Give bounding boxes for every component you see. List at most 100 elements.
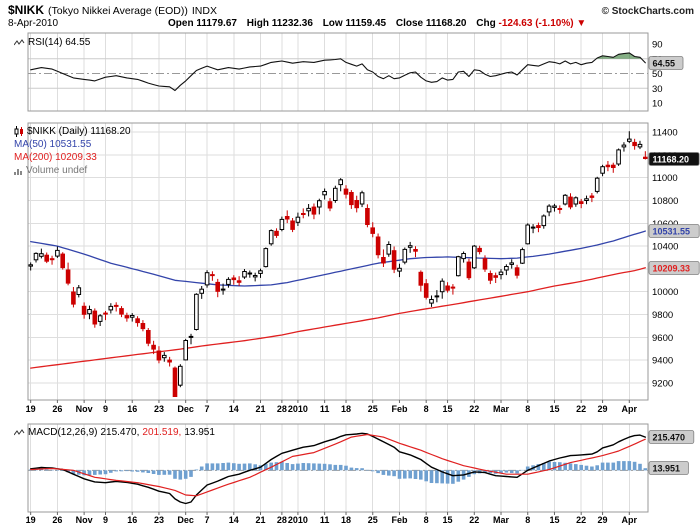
svg-text:9: 9: [103, 404, 108, 414]
svg-text:14: 14: [229, 404, 239, 414]
macd-line-value: 215.470,: [100, 427, 140, 438]
axis-labels: 1140011200110001080010600104001020010000…: [26, 40, 679, 526]
macd-legend: MACD(12,26,9) 215.470, 201.519, 13.951: [14, 426, 215, 439]
svg-text:18: 18: [341, 515, 351, 525]
svg-text:Apr: Apr: [622, 515, 638, 525]
svg-text:8: 8: [424, 404, 429, 414]
svg-text:15: 15: [443, 515, 453, 525]
candles: [28, 131, 648, 398]
close-label: Close: [395, 18, 424, 29]
svg-text:23: 23: [154, 515, 164, 525]
svg-text:Mar: Mar: [493, 515, 510, 525]
svg-text:21: 21: [255, 515, 265, 525]
svg-text:9400: 9400: [652, 356, 673, 367]
open-label: Open: [168, 18, 194, 29]
macd-icon: [14, 429, 25, 436]
svg-text:Nov: Nov: [76, 515, 93, 525]
svg-text:Dec: Dec: [177, 515, 194, 525]
svg-text:7: 7: [205, 515, 210, 525]
stockcharts-credit: © StockCharts.com: [601, 6, 694, 17]
svg-text:30: 30: [652, 84, 663, 95]
svg-text:10000: 10000: [652, 287, 678, 298]
svg-text:Feb: Feb: [391, 515, 408, 525]
low-value: 11159.45: [345, 18, 387, 29]
quote-change: Chg -124.63 (-1.10%) ▼: [476, 18, 586, 29]
ma200-row: MA(200) 10209.33: [14, 151, 131, 164]
volume-row: Volume undef: [14, 164, 131, 177]
svg-text:11400: 11400: [652, 128, 678, 139]
svg-text:22: 22: [576, 404, 586, 414]
svg-text:15: 15: [549, 404, 559, 414]
candlestick-icon: [14, 126, 23, 137]
open-value: 11179.67: [196, 18, 237, 29]
volume-label: Volume undef: [26, 165, 88, 176]
macd-name: MACD(12,26,9): [28, 427, 98, 438]
rsi-label-text: RSI(14) 64.55: [28, 37, 91, 48]
svg-text:21: 21: [255, 404, 265, 414]
price-legend: $NIKK (Daily) 11168.20 MA(50) 10531.55 M…: [14, 125, 131, 177]
svg-text:2010: 2010: [288, 515, 308, 525]
svg-text:8: 8: [525, 404, 530, 414]
svg-text:26: 26: [52, 515, 62, 525]
quote-open: Open 11179.67: [168, 18, 237, 29]
svg-text:22: 22: [469, 404, 479, 414]
svg-text:10: 10: [652, 99, 663, 110]
low-label: Low: [322, 18, 343, 29]
svg-text:11: 11: [320, 404, 330, 414]
macd-signal-value: 201.519,: [142, 427, 182, 438]
price-series-label: $NIKK (Daily) 11168.20: [27, 126, 131, 137]
price-series-row: $NIKK (Daily) 11168.20: [14, 125, 131, 138]
svg-text:8: 8: [525, 515, 530, 525]
svg-text:22: 22: [576, 515, 586, 525]
svg-text:9600: 9600: [652, 333, 673, 344]
ma50-row: MA(50) 10531.55: [14, 138, 131, 151]
svg-text:Mar: Mar: [493, 404, 510, 414]
svg-text:15: 15: [549, 515, 559, 525]
svg-text:16: 16: [127, 515, 137, 525]
quote-high: High 11232.36: [247, 18, 313, 29]
svg-text:10800: 10800: [652, 196, 678, 207]
svg-text:11168.20: 11168.20: [653, 155, 690, 165]
gridlines: [28, 33, 648, 512]
quote-close: Close 11168.20: [396, 18, 467, 29]
panel-borders: [27, 32, 649, 513]
svg-text:8: 8: [424, 515, 429, 525]
high-label: High: [246, 18, 269, 29]
svg-text:16: 16: [127, 404, 137, 414]
svg-text:25: 25: [368, 515, 378, 525]
rsi-panel: [28, 52, 648, 92]
quote-low: Low 11159.45: [323, 18, 386, 29]
high-value: 11232.36: [271, 18, 313, 29]
svg-text:28: 28: [277, 404, 287, 414]
svg-text:15: 15: [443, 404, 453, 414]
svg-text:23: 23: [154, 404, 164, 414]
close-value: 11168.20: [425, 18, 467, 29]
svg-text:19: 19: [26, 404, 36, 414]
value-badges: 64.55 10531.55 10209.33 11168.20 215.470 13.9…: [648, 56, 700, 475]
volume-icon: [14, 168, 22, 175]
svg-text:2010: 2010: [288, 404, 308, 414]
chart-header: $NIKK (Tokyo Nikkei Average (EOD)) INDX …: [8, 3, 694, 17]
down-triangle-icon: ▼: [576, 18, 587, 29]
macd-lines: [30, 432, 646, 505]
ticker-exchange: INDX: [191, 5, 217, 17]
chg-value: -124.63 (-1.10%): [498, 18, 574, 29]
svg-text:25: 25: [368, 404, 378, 414]
svg-text:Feb: Feb: [391, 404, 408, 414]
svg-text:9800: 9800: [652, 310, 673, 321]
ticker-symbol: $NIKK: [8, 3, 45, 17]
quote-date: 8-Apr-2010: [8, 18, 59, 29]
svg-text:Dec: Dec: [177, 404, 194, 414]
svg-text:50: 50: [652, 69, 663, 80]
svg-text:18: 18: [341, 404, 351, 414]
svg-text:9: 9: [103, 515, 108, 525]
quote-summary: Open 11179.67 High 11232.36 Low 11159.45…: [168, 18, 593, 29]
rsi-icon: [14, 39, 25, 46]
ticker-name: (Tokyo Nikkei Average (EOD)): [48, 5, 188, 17]
svg-text:13.951: 13.951: [653, 464, 681, 474]
svg-text:19: 19: [26, 515, 36, 525]
svg-text:29: 29: [598, 515, 608, 525]
ma200-label: MA(200) 10209.33: [14, 152, 97, 163]
